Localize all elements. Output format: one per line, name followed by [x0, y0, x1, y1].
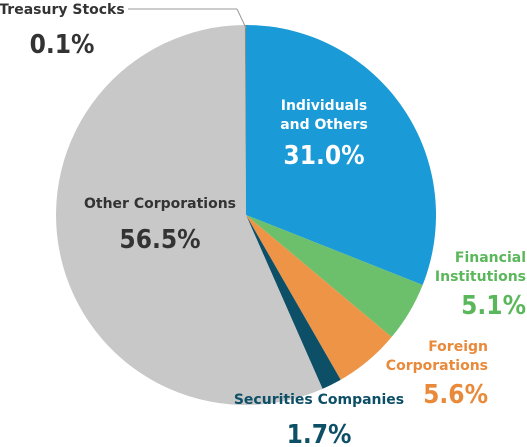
slice-label-0-line-1: and Others — [280, 117, 368, 133]
slice-label-1-line-1: Institutions — [435, 269, 526, 285]
slice-label-2-line-1: Corporations — [386, 358, 488, 374]
slice-label-5-line-0: Treasury Stocks — [0, 2, 125, 18]
slice-value-label-1: 5.1% — [461, 291, 526, 321]
pie-slices — [56, 24, 437, 405]
slice-value-label-4: 56.5% — [119, 225, 200, 255]
slice-label-3-line-0: Securities Companies — [234, 392, 404, 408]
slice-label-4-line-0: Other Corporations — [84, 196, 236, 212]
slice-label-1-line-0: Financial — [455, 250, 526, 266]
slice-value-label-5: 0.1% — [30, 30, 95, 60]
pie-slice-1 — [246, 215, 423, 338]
treasury-leader-line-diagonal — [236, 8, 247, 29]
slice-value-label-3: 1.7% — [287, 420, 352, 447]
pie-slice-2 — [246, 215, 392, 380]
pie-slice-0 — [246, 25, 437, 285]
slice-value-label-2: 5.6% — [423, 380, 488, 410]
pie-slice-5 — [244, 24, 246, 215]
pie-slice-4 — [56, 25, 323, 405]
pie-slice-3 — [246, 215, 341, 389]
slice-label-0-line-0: Individuals — [281, 98, 368, 114]
slice-value-label-0: 31.0% — [283, 141, 364, 171]
slice-label-2-line-0: Foreign — [428, 339, 488, 355]
